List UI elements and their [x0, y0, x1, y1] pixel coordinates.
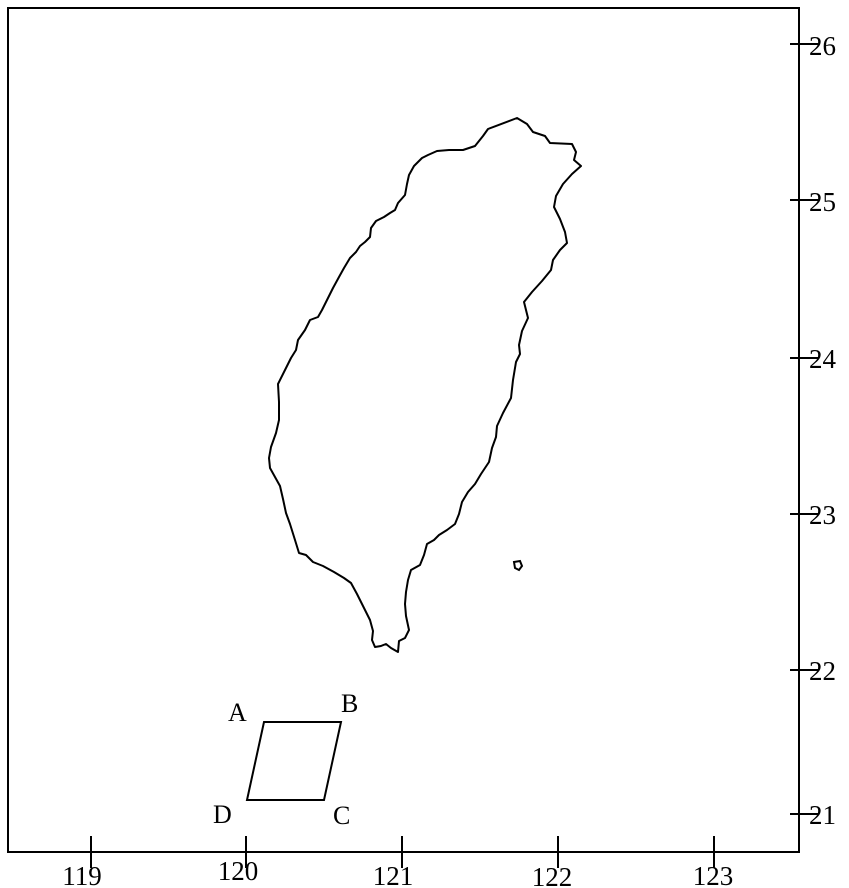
point-label-a: A [228, 698, 247, 727]
lat-label-22: 22 [809, 656, 836, 686]
point-label-b: B [341, 689, 358, 718]
quadrilateral-abcd [245, 721, 343, 801]
lat-label-23: 23 [809, 500, 836, 530]
map-frame [7, 7, 800, 853]
longitude-labels: 119 120 121 122 123 [62, 856, 733, 888]
lat-label-25: 25 [809, 187, 836, 217]
lon-label-121: 121 [373, 861, 414, 888]
lon-label-123: 123 [693, 861, 734, 888]
lat-label-21: 21 [809, 800, 836, 830]
lat-label-26: 26 [809, 31, 836, 61]
point-label-c: C [333, 801, 350, 830]
lon-label-119: 119 [62, 861, 102, 888]
taiwan-island-outline [268, 117, 582, 653]
latitude-axis [790, 43, 818, 815]
longitude-axis [90, 836, 715, 868]
latitude-labels: 26 25 24 23 22 21 [809, 31, 837, 830]
lon-label-122: 122 [532, 862, 573, 888]
small-island-outline [512, 559, 524, 572]
point-label-d: D [213, 800, 232, 829]
lat-label-24: 24 [809, 344, 837, 374]
lon-label-120: 120 [218, 856, 259, 886]
